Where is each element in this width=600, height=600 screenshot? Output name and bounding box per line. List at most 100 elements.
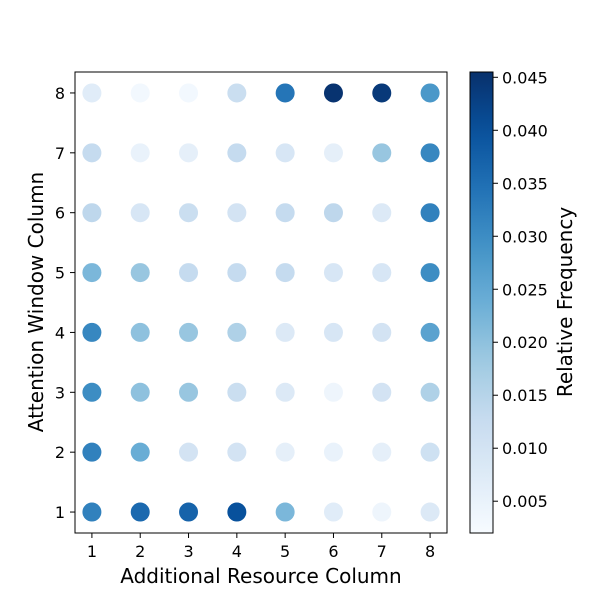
scatter-point-x8-y4 xyxy=(420,322,440,342)
x-tick-label: 6 xyxy=(328,542,338,561)
scatter-point-x7-y3 xyxy=(372,382,392,402)
scatter-point-x8-y8 xyxy=(420,83,440,103)
scatter-point-x2-y6 xyxy=(130,203,150,223)
scatter-point-x1-y1 xyxy=(82,502,102,522)
colorbar-tick-label: 0.020 xyxy=(502,333,548,352)
scatter-point-x5-y3 xyxy=(275,382,295,402)
scatter-point-x4-y5 xyxy=(227,263,247,283)
scatter-point-x8-y6 xyxy=(420,203,440,223)
scatter-point-x2-y8 xyxy=(130,83,150,103)
scatter-point-x6-y4 xyxy=(323,322,343,342)
y-axis-title: Attention Window Column xyxy=(24,172,48,432)
scatter-point-x6-y5 xyxy=(323,263,343,283)
scatter-point-x6-y1 xyxy=(323,502,343,522)
scatter-point-x2-y1 xyxy=(130,502,150,522)
scatter-point-x5-y2 xyxy=(275,442,295,462)
scatter-point-x4-y1 xyxy=(227,502,247,522)
y-tick-label: 2 xyxy=(55,443,65,462)
x-tick-label: 4 xyxy=(232,542,242,561)
y-tick-label: 3 xyxy=(55,383,65,402)
x-tick-label: 8 xyxy=(425,542,435,561)
scatter-point-x1-y7 xyxy=(82,143,102,163)
x-tick-label: 1 xyxy=(87,542,97,561)
scatter-point-x8-y1 xyxy=(420,502,440,522)
colorbar-tick-label: 0.035 xyxy=(502,174,548,193)
x-tick-label: 7 xyxy=(377,542,387,561)
scatter-point-x5-y4 xyxy=(275,322,295,342)
scatter-point-x6-y3 xyxy=(323,382,343,402)
scatter-point-x3-y7 xyxy=(179,143,199,163)
scatter-point-x4-y4 xyxy=(227,322,247,342)
scatter-point-x7-y2 xyxy=(372,442,392,462)
scatter-point-x2-y7 xyxy=(130,143,150,163)
colorbar-tick-label: 0.015 xyxy=(502,386,548,405)
colorbar-tick-label: 0.040 xyxy=(502,121,548,140)
scatter-point-x3-y5 xyxy=(179,263,199,283)
points-layer xyxy=(82,83,440,522)
y-tick-label: 5 xyxy=(55,264,65,283)
scatter-point-x4-y2 xyxy=(227,442,247,462)
scatter-point-x1-y6 xyxy=(82,203,102,223)
y-tick-label: 4 xyxy=(55,323,65,342)
scatter-point-x2-y3 xyxy=(130,382,150,402)
colorbar-tick-label: 0.025 xyxy=(502,280,548,299)
scatter-point-x3-y6 xyxy=(179,203,199,223)
x-axis: 1 2 3 4 5 6 7 8 xyxy=(87,533,435,561)
scatter-point-x7-y6 xyxy=(372,203,392,223)
scatter-point-x2-y4 xyxy=(130,322,150,342)
scatter-point-x7-y4 xyxy=(372,322,392,342)
scatter-point-x5-y6 xyxy=(275,203,295,223)
colorbar-tick-label: 0.010 xyxy=(502,439,548,458)
colorbar xyxy=(469,71,494,534)
scatter-point-x5-y7 xyxy=(275,143,295,163)
scatter-point-x4-y7 xyxy=(227,143,247,163)
scatter-point-x6-y2 xyxy=(323,442,343,462)
x-tick-label: 2 xyxy=(135,542,145,561)
scatter-point-x7-y8 xyxy=(372,83,392,103)
scatter-point-x3-y8 xyxy=(179,83,199,103)
scatter-point-x6-y6 xyxy=(323,203,343,223)
y-tick-label: 6 xyxy=(55,204,65,223)
colorbar-tick-label: 0.030 xyxy=(502,227,548,246)
colorbar-tick-label: 0.045 xyxy=(502,68,548,87)
scatter-point-x6-y8 xyxy=(323,83,343,103)
scatter-point-x1-y3 xyxy=(82,382,102,402)
scatter-point-x3-y2 xyxy=(179,442,199,462)
colorbar-tick-label: 0.005 xyxy=(502,492,548,511)
scatter-point-x8-y2 xyxy=(420,442,440,462)
x-tick-label: 3 xyxy=(183,542,193,561)
scatter-point-x3-y4 xyxy=(179,322,199,342)
scatter-point-x4-y8 xyxy=(227,83,247,103)
colorbar-axis: 0.005 0.010 0.015 0.020 0.025 0.030 0.035 0.040… xyxy=(493,68,548,511)
scatter-point-x4-y6 xyxy=(227,203,247,223)
x-tick-label: 5 xyxy=(280,542,290,561)
scatter-point-x6-y7 xyxy=(323,143,343,163)
scatter-point-x8-y7 xyxy=(420,143,440,163)
scatter-point-x5-y5 xyxy=(275,263,295,283)
scatter-point-x7-y1 xyxy=(372,502,392,522)
scatter-point-x8-y3 xyxy=(420,382,440,402)
scatter-point-x2-y5 xyxy=(130,263,150,283)
scatter-point-x5-y1 xyxy=(275,502,295,522)
scatter-point-x1-y2 xyxy=(82,442,102,462)
scatter-point-x7-y7 xyxy=(372,143,392,163)
y-tick-label: 8 xyxy=(55,84,65,103)
y-tick-label: 7 xyxy=(55,144,65,163)
scatter-point-x2-y2 xyxy=(130,442,150,462)
scatter-point-x1-y8 xyxy=(82,83,102,103)
plot-area-frame xyxy=(74,71,448,534)
scatter-point-x3-y3 xyxy=(179,382,199,402)
scatter-point-x4-y3 xyxy=(227,382,247,402)
scatter-point-x1-y5 xyxy=(82,263,102,283)
scatter-point-x8-y5 xyxy=(420,263,440,283)
scatter-point-x7-y5 xyxy=(372,263,392,283)
scatter-point-x3-y1 xyxy=(179,502,199,522)
y-tick-label: 1 xyxy=(55,503,65,522)
x-axis-title: Additional Resource Column xyxy=(120,564,401,588)
y-axis: 1 2 3 4 5 6 7 8 xyxy=(55,84,75,522)
scatter-point-x1-y4 xyxy=(82,322,102,342)
scatter-point-x5-y8 xyxy=(275,83,295,103)
colorbar-title: Relative Frequency xyxy=(553,207,577,397)
